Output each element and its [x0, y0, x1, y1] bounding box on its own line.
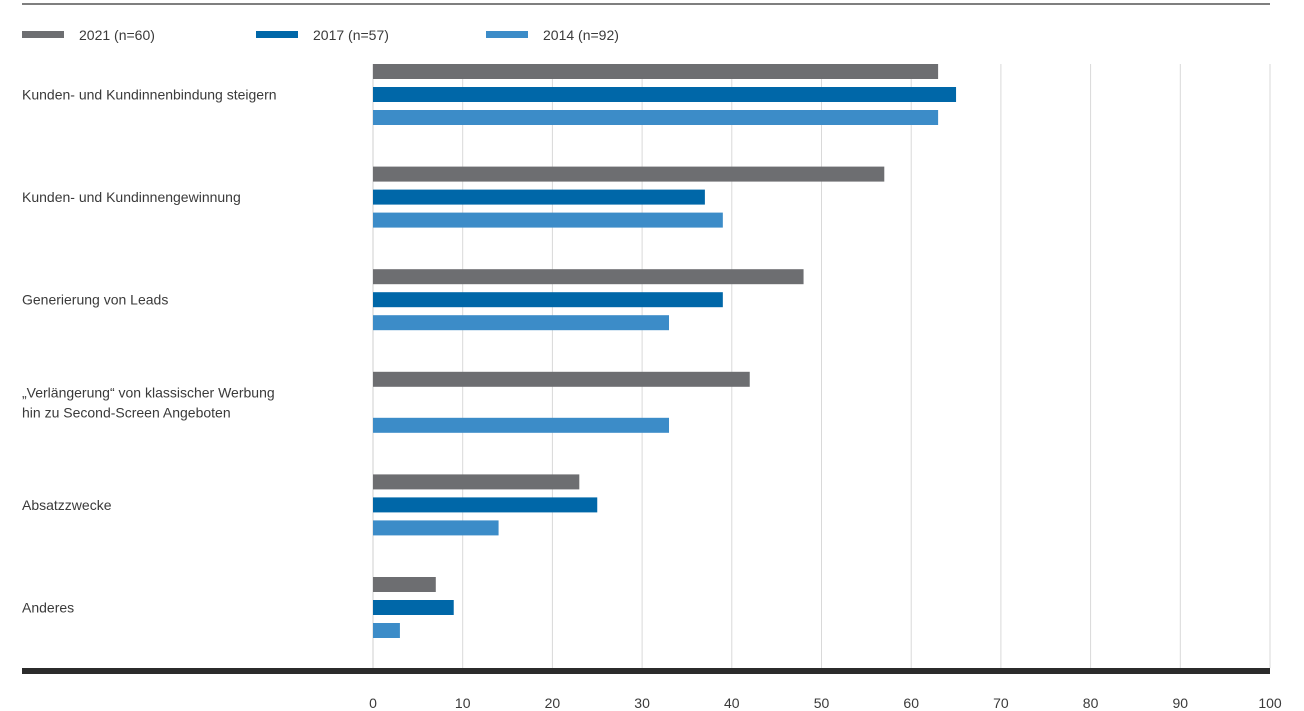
x-tick-label-90: 90: [1173, 695, 1189, 711]
bar-5-0: [373, 577, 436, 592]
legend-label-0: 2021 (n=60): [79, 27, 155, 43]
x-tick-label-40: 40: [724, 695, 740, 711]
x-tick-label-80: 80: [1083, 695, 1099, 711]
x-tick-label-70: 70: [993, 695, 1009, 711]
legend: 2021 (n=60) 2017 (n=57) 2014 (n=92): [22, 27, 619, 43]
category-label-0: Kunden- und Kundinnenbindung steigern: [22, 87, 277, 103]
x-tick-label-100: 100: [1258, 695, 1282, 711]
x-tick-label-10: 10: [455, 695, 471, 711]
category-label-3-line-0: „Verlängerung“ von klassischer Werbung: [22, 384, 275, 400]
x-tick-label-20: 20: [545, 695, 561, 711]
bar-2-0: [373, 269, 804, 285]
bar-5-2: [373, 623, 400, 638]
legend-swatch-1: [256, 31, 298, 38]
legend-label-2: 2014 (n=92): [543, 27, 619, 43]
bar-2-2: [373, 315, 670, 331]
bar-5-1: [373, 600, 454, 615]
bar-1-2: [373, 212, 723, 228]
legend-swatch-2: [486, 31, 528, 38]
bar-3-2: [373, 417, 670, 433]
bar-4-0: [373, 474, 580, 490]
bar-2-1: [373, 292, 723, 308]
bar-0-1: [373, 87, 957, 102]
x-tick-label-50: 50: [814, 695, 830, 711]
x-tick-label-60: 60: [903, 695, 919, 711]
category-label-5: Anderes: [22, 600, 74, 616]
bar-1-0: [373, 166, 885, 182]
bar-4-2: [373, 520, 499, 536]
category-label-3-line-1: hin zu Second-Screen Angeboten: [22, 404, 231, 420]
gridlines: [372, 64, 1271, 668]
bars: [373, 64, 957, 638]
bar-3-0: [373, 371, 750, 387]
bar-0-0: [373, 64, 939, 79]
bar-1-1: [373, 189, 705, 205]
bar-4-1: [373, 497, 598, 513]
x-tick-label-30: 30: [634, 695, 650, 711]
category-label-4: Absatzzwecke: [22, 497, 112, 513]
category-label-1: Kunden- und Kundinnengewinnung: [22, 189, 241, 205]
legend-label-1: 2017 (n=57): [313, 27, 389, 43]
legend-swatch-0: [22, 31, 64, 38]
category-labels: Kunden- und Kundinnenbindung steigern Kun…: [22, 87, 277, 616]
x-tick-labels: 0 10 20 30 40 50 60 70 80 90 100: [369, 695, 1282, 711]
x-tick-label-0: 0: [369, 695, 377, 711]
category-label-2: Generierung von Leads: [22, 292, 168, 308]
bar-0-2: [373, 110, 939, 125]
